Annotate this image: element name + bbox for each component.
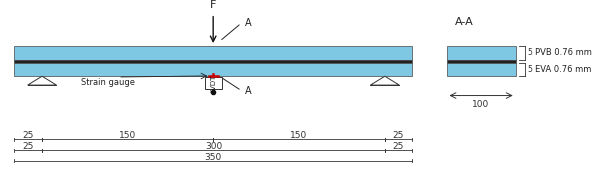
Bar: [14, 60, 412, 63]
Text: 5: 5: [527, 48, 532, 57]
Polygon shape: [28, 76, 56, 85]
Text: 350: 350: [205, 153, 222, 162]
Text: 25: 25: [393, 142, 404, 151]
Bar: [446, 63, 515, 76]
Text: 25: 25: [23, 142, 34, 151]
Bar: [446, 60, 515, 63]
Bar: [205, 77, 222, 89]
Text: PVB 0.76 mm: PVB 0.76 mm: [535, 48, 592, 57]
Text: 150: 150: [119, 131, 136, 140]
Text: LVDT: LVDT: [210, 74, 216, 91]
Text: A: A: [245, 86, 251, 96]
Text: Strain gauge: Strain gauge: [80, 78, 134, 87]
Text: 100: 100: [472, 100, 490, 108]
Text: 5: 5: [527, 65, 532, 74]
Bar: [14, 63, 412, 76]
Text: EVA 0.76 mm: EVA 0.76 mm: [535, 65, 592, 74]
Bar: [14, 46, 412, 60]
Text: 25: 25: [23, 131, 34, 140]
Text: F: F: [210, 1, 217, 10]
Bar: [446, 46, 515, 60]
Text: 25: 25: [393, 131, 404, 140]
Text: 150: 150: [290, 131, 308, 140]
Text: 300: 300: [205, 142, 222, 151]
Text: A-A: A-A: [454, 17, 473, 27]
Polygon shape: [370, 76, 399, 85]
Text: A: A: [245, 18, 251, 28]
